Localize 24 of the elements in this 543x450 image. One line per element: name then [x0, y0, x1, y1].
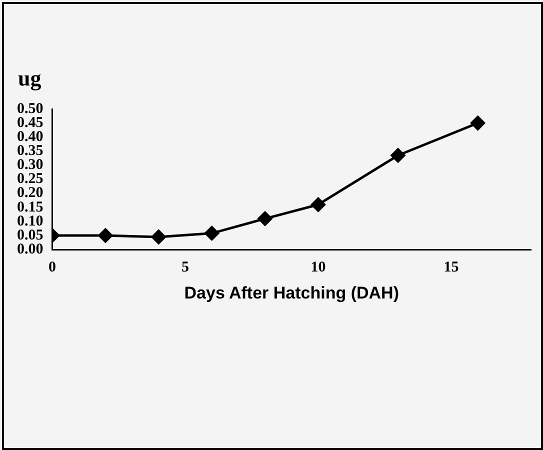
- point: [151, 230, 166, 244]
- point: [470, 116, 486, 130]
- point: [204, 226, 220, 241]
- y-tick-label: 0.20: [17, 185, 44, 202]
- y-tick-label: 0.50: [17, 100, 44, 117]
- x-tick-label: 5: [181, 259, 189, 276]
- y-tick-label: 0.30: [17, 157, 44, 174]
- point: [310, 197, 326, 212]
- y-tick-label: 0.05: [17, 227, 44, 244]
- y-tick-label: 0.40: [17, 128, 44, 145]
- y-tick-label: 0.45: [17, 114, 44, 131]
- x-tick-label: 0: [48, 259, 56, 276]
- x-tick-label: 15: [444, 259, 459, 276]
- y-axis-title: ug: [18, 66, 42, 91]
- y-tick-label: 0.15: [17, 199, 44, 216]
- y-tick-label: 0.35: [17, 143, 44, 160]
- y-tick-label: 0.25: [17, 171, 44, 188]
- point: [258, 211, 272, 226]
- y-tick-label: 0.00: [17, 241, 44, 258]
- y-tick-label: 0.10: [17, 213, 44, 230]
- point: [390, 148, 406, 163]
- x-tick-label: 10: [310, 259, 326, 276]
- point: [98, 228, 113, 243]
- x-axis-title: Days After Hatching (DAH): [184, 283, 399, 302]
